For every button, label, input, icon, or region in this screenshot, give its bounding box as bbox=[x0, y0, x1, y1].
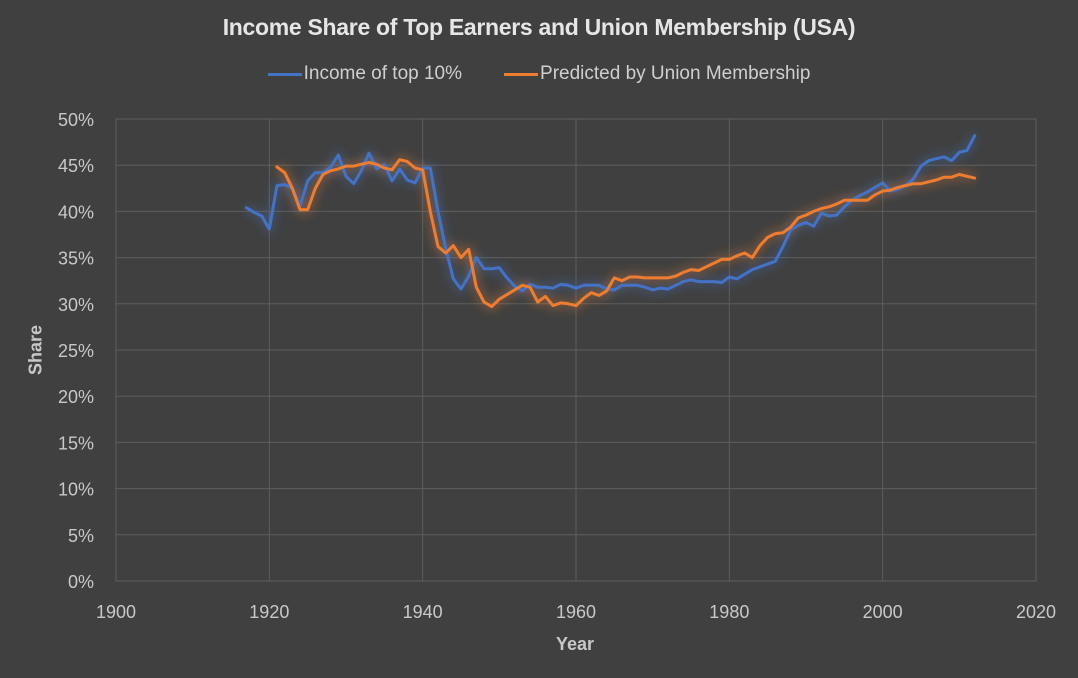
x-axis-ticks: 1900 1920 1940 1960 1980 2000 2020 bbox=[96, 602, 1056, 622]
legend-label: Income of top 10% bbox=[303, 63, 463, 84]
legend-label: Predicted by Union Membership bbox=[540, 63, 811, 84]
y-tick-label: 25% bbox=[58, 341, 94, 361]
y-tick-label: 45% bbox=[58, 156, 94, 176]
y-tick-label: 30% bbox=[58, 295, 94, 315]
legend-swatch-orange bbox=[504, 72, 539, 76]
legend-item-predicted-union[interactable]: Predicted by Union Membership bbox=[504, 63, 810, 85]
y-tick-label: 35% bbox=[58, 249, 94, 269]
x-tick-label: 1960 bbox=[556, 602, 596, 622]
x-tick-label: 1980 bbox=[709, 602, 749, 622]
x-tick-label: 1920 bbox=[249, 602, 289, 622]
legend-item-income-top-10[interactable]: Income of top 10% bbox=[267, 63, 463, 85]
x-axis-title: Year bbox=[555, 634, 595, 654]
y-tick-label: 50% bbox=[58, 110, 94, 130]
y-tick-label: 20% bbox=[58, 387, 94, 407]
series-lines bbox=[244, 133, 979, 311]
x-tick-label: 2000 bbox=[863, 602, 903, 622]
y-tick-label: 5% bbox=[68, 526, 94, 546]
y-tick-label: 15% bbox=[58, 433, 94, 453]
legend-swatch-blue bbox=[267, 72, 302, 76]
series-glow bbox=[244, 133, 979, 295]
series-line-income-top-10[interactable] bbox=[244, 134, 977, 293]
y-tick-label: 10% bbox=[58, 480, 94, 500]
series-line-predicted-union[interactable] bbox=[275, 158, 977, 309]
legend: Income of top 10% Predicted by Union Mem… bbox=[0, 63, 1078, 85]
y-tick-label: 0% bbox=[68, 572, 94, 592]
x-tick-label: 1900 bbox=[96, 602, 136, 622]
x-tick-label: 1940 bbox=[403, 602, 443, 622]
x-tick-label: 2020 bbox=[1016, 602, 1056, 622]
chart-title: Income Share of Top Earners and Union Me… bbox=[222, 14, 856, 40]
y-axis-ticks: 0% 5% 10% 15% 20% 25% 30% 35% 40% 45% 50% bbox=[58, 110, 94, 592]
gridlines bbox=[115, 118, 1037, 582]
y-tick-label: 40% bbox=[58, 202, 94, 222]
